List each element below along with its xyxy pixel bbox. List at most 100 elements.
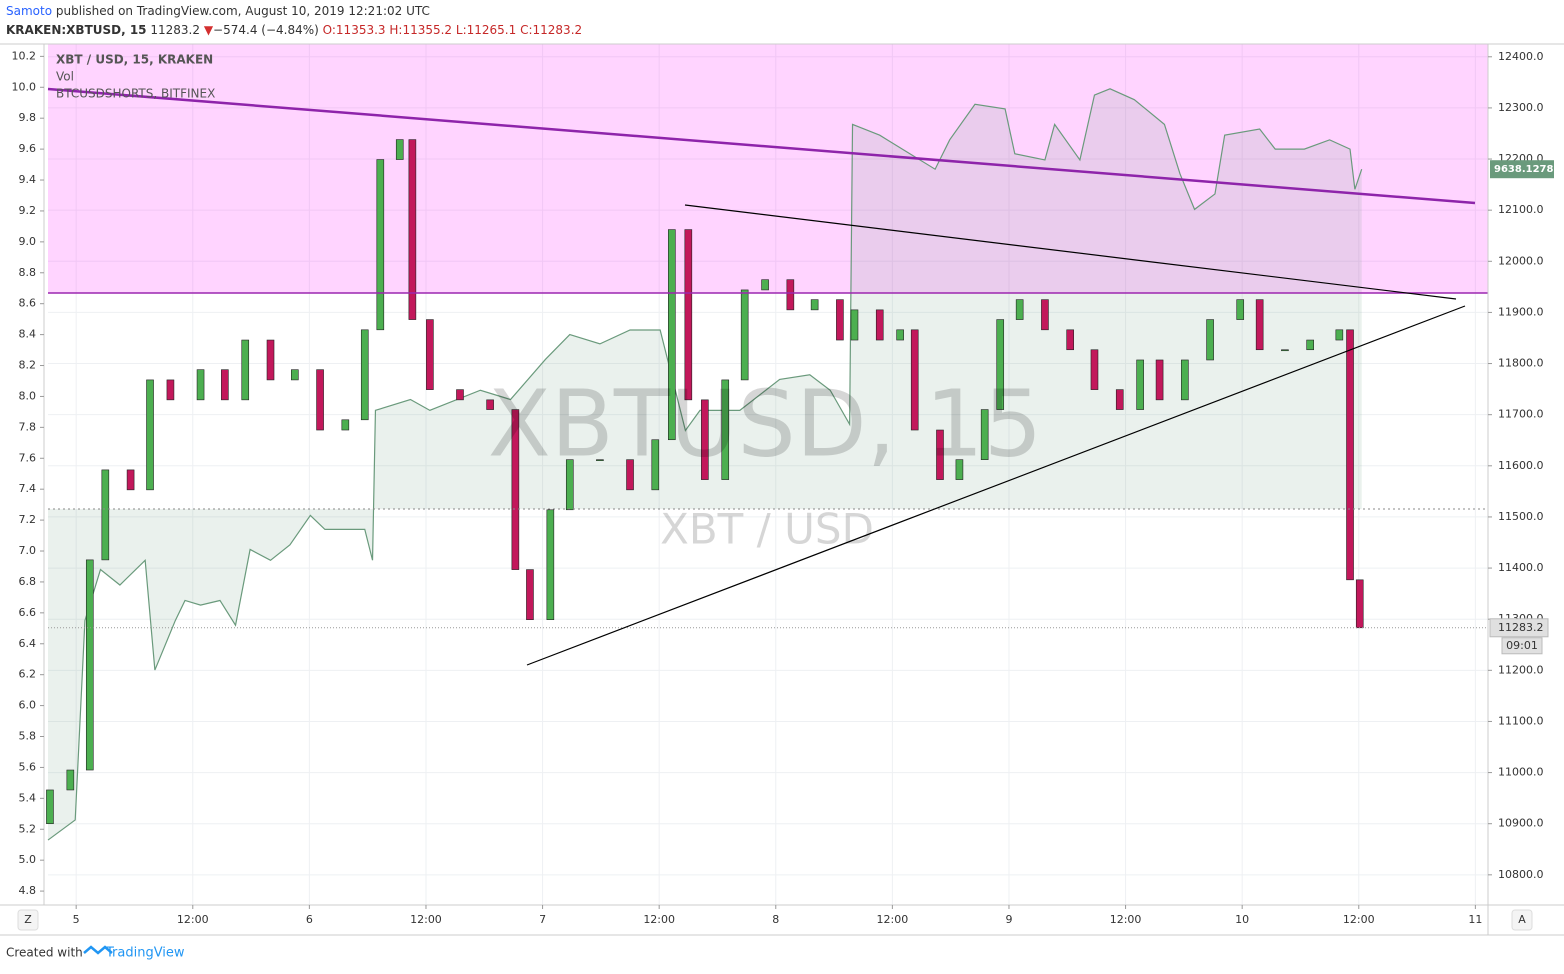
y2-tick-label: 7.0 (19, 544, 37, 557)
y2-tick-label: 10.0 (12, 80, 37, 93)
y2-tick-label: 5.2 (19, 822, 37, 835)
x-tick-label: 12:00 (177, 913, 209, 926)
candle-body (221, 369, 229, 401)
candle-body (1090, 349, 1099, 390)
shorts-line (47, 88, 1363, 841)
candle-body (46, 789, 54, 825)
candle-body (850, 309, 859, 341)
y2-tick-label: 7.6 (19, 451, 37, 464)
y2-tick-label: 7.2 (19, 513, 37, 526)
y-tick-label: 11800.0 (1498, 357, 1544, 370)
candle-body (565, 459, 574, 511)
candle-body (836, 299, 844, 341)
candle-body (146, 379, 154, 491)
arrow: ▼ (204, 23, 214, 37)
candle-body (596, 459, 604, 461)
candle-body (341, 419, 350, 431)
candle-body (395, 139, 404, 160)
high: H:11355.2 (389, 23, 452, 37)
shorts-badge (1490, 160, 1554, 179)
candle-body (1346, 329, 1354, 581)
watermark-symbol: XBTUSD, 15 (488, 370, 1042, 477)
watermark-pair: XBT / USD (660, 505, 874, 554)
y2-tick-label: 8.4 (19, 328, 37, 341)
grid (48, 44, 1488, 905)
candle-body (910, 329, 919, 431)
candle-body (810, 299, 819, 311)
candle-body (1236, 299, 1245, 320)
candle-body (980, 409, 989, 460)
scale-button[interactable] (17, 909, 39, 931)
candle-body (456, 389, 464, 401)
close: C:11283.2 (520, 23, 582, 37)
y2-tick-label: 9.4 (19, 173, 37, 186)
y2-tick-label: 6.4 (19, 637, 37, 650)
candle-body (316, 369, 324, 431)
scale-button-label[interactable]: Z (24, 913, 32, 926)
candle-body (1335, 329, 1344, 341)
candle-body (241, 339, 250, 401)
candle-body (875, 309, 884, 341)
y-tick-label: 11000.0 (1498, 766, 1544, 779)
candle-body (376, 159, 385, 331)
y2-tick-label: 5.4 (19, 791, 37, 804)
y2-tick-label: 6.0 (19, 699, 37, 712)
candle-body (626, 459, 634, 491)
candle-body (701, 399, 709, 480)
candle-body (1155, 359, 1164, 401)
y2-tick-label: 7.8 (19, 420, 37, 433)
candle-body (511, 409, 520, 570)
y-tick-label: 12400.0 (1498, 50, 1544, 63)
x-tick-label: 10 (1235, 913, 1249, 926)
legend-volume: Vol (56, 70, 74, 84)
candle-body (955, 459, 964, 480)
countdown: 09:01 (1506, 639, 1538, 652)
auto-button[interactable] (1511, 909, 1533, 931)
x-tick-label: 12:00 (1110, 913, 1142, 926)
auto-button-label[interactable]: A (1518, 913, 1526, 926)
y-tick-label: 11600.0 (1498, 459, 1544, 472)
axes: 5 12:00 6 12:00 7 12:00 8 12:00 9 12:00 10 12:00 111… (0, 43, 1564, 936)
y2-tick-label: 8.6 (19, 297, 37, 310)
candle-body (1015, 299, 1024, 320)
last-price-badge (1489, 618, 1549, 638)
y2-tick-label: 9.6 (19, 142, 37, 155)
x-tick-label: 12:00 (410, 913, 442, 926)
x-tick-label: 6 (306, 913, 313, 926)
candle-body (66, 769, 75, 791)
change: −574.4 (−4.84%) (213, 23, 319, 37)
candle-body (1206, 319, 1214, 361)
y-tick-label: 12100.0 (1498, 203, 1544, 216)
x-tick-label: 11 (1468, 913, 1482, 926)
author[interactable]: Samoto (6, 4, 52, 18)
candle-body (101, 469, 110, 561)
candle-body (546, 509, 555, 621)
candle-body (651, 439, 660, 491)
candle-body (526, 569, 534, 621)
y-tick-label: 11900.0 (1498, 305, 1544, 318)
shorts-badge-value: 9638.1278 (1494, 164, 1554, 175)
candle-body (721, 379, 730, 480)
x-tick-label: 12:00 (643, 913, 675, 926)
y-tick-label: 11100.0 (1498, 714, 1544, 727)
triangle-upper (684, 204, 1457, 300)
y2-tick-label: 9.2 (19, 204, 37, 217)
candle-body (1355, 579, 1364, 629)
candle-body (1115, 389, 1124, 410)
y2-tick-label: 8.8 (19, 266, 37, 279)
published: published on TradingView.com, August 10,… (56, 4, 430, 18)
resistance-zone (48, 44, 1488, 293)
y2-tick-label: 6.6 (19, 606, 37, 619)
candle-body (740, 289, 749, 381)
candle-body (786, 279, 795, 311)
last-price-value: 11283.2 (1498, 621, 1544, 634)
y2-tick-label: 5.8 (19, 730, 37, 743)
x-tick-label: 8 (772, 913, 779, 926)
footer-brand[interactable]: TradingView (105, 946, 185, 961)
symbol: KRAKEN:XBTUSD, 15 (6, 23, 147, 37)
triangle-lower (526, 305, 1466, 666)
y-tick-label: 11400.0 (1498, 561, 1544, 574)
legend-shorts: BTCUSDSHORTS, BITFINEX (56, 87, 215, 101)
